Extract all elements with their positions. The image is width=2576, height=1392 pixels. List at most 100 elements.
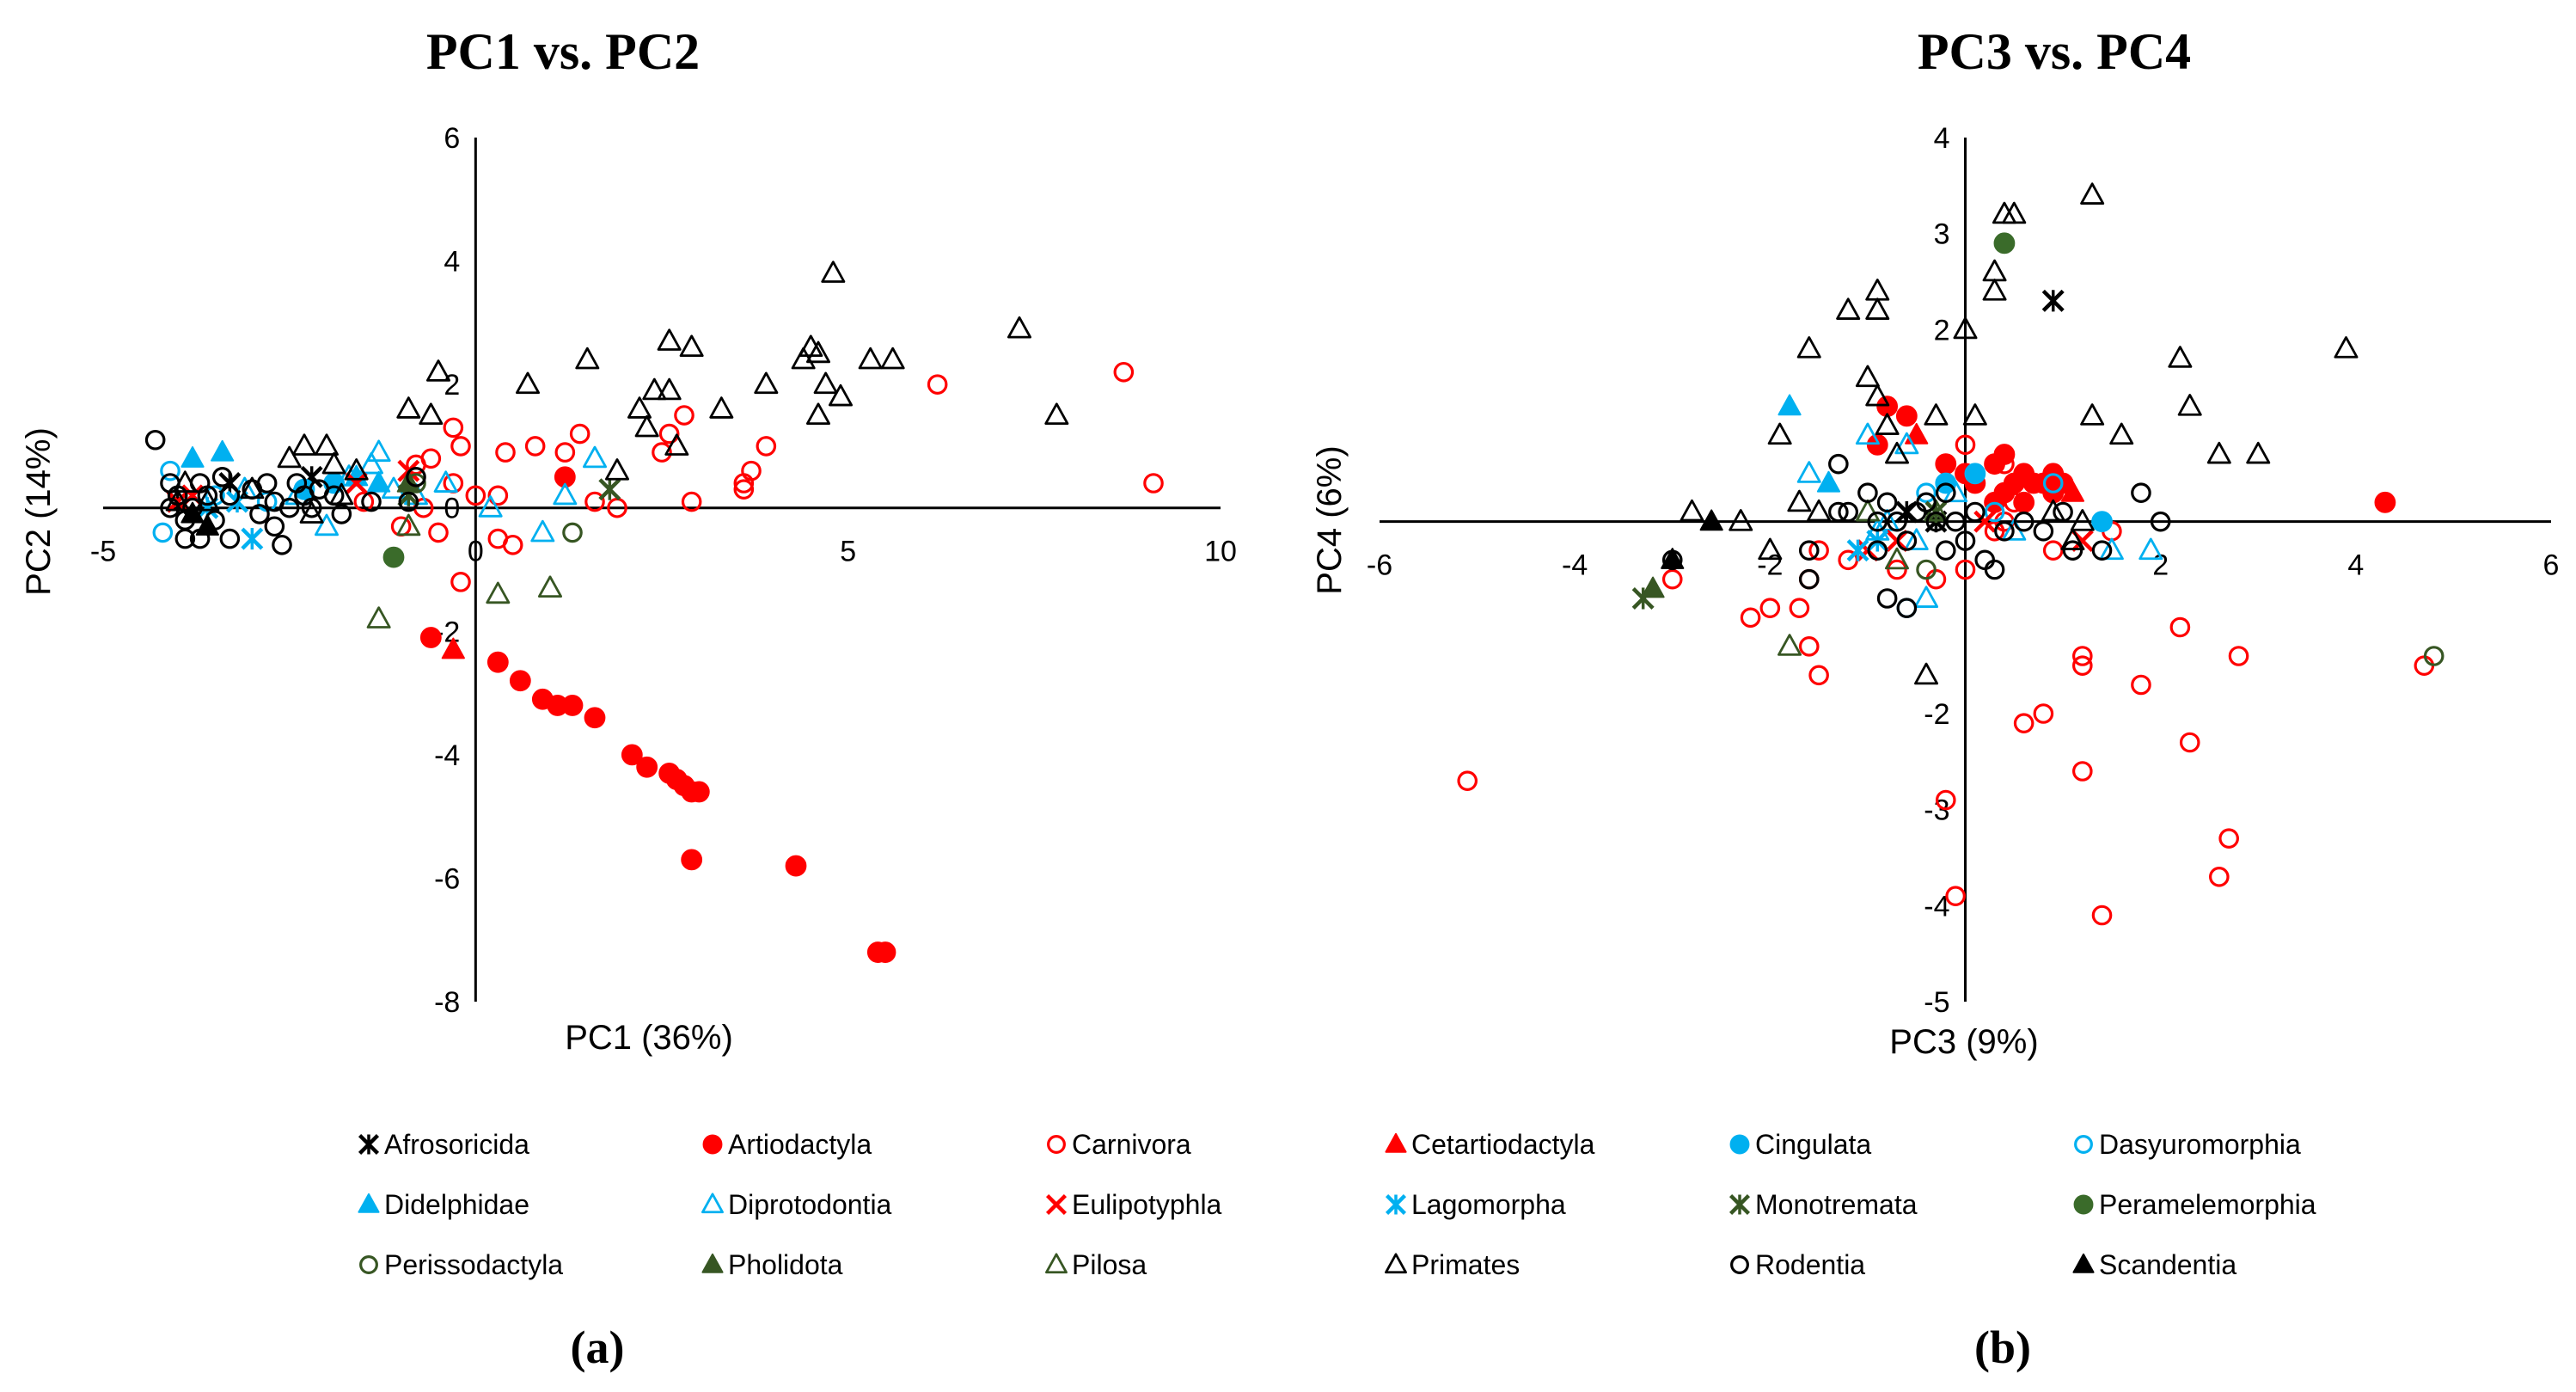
- point-primates: [291, 433, 317, 456]
- legend-item-carnivora: Carnivora: [1047, 1129, 1191, 1160]
- point-primates: [1914, 662, 1939, 685]
- point-primates: [2080, 403, 2105, 426]
- point-carnivora: [652, 442, 672, 463]
- point-rodentia: [1867, 540, 1888, 561]
- point-primates: [1680, 499, 1704, 522]
- legend-item-peramelemorphia: Peramelemorphia: [2073, 1189, 2316, 1220]
- point-scandentia: [1699, 509, 1723, 531]
- point-primates: [1836, 297, 1861, 320]
- legend-item-lagomorpha: Lagomorpha: [1385, 1189, 1566, 1220]
- point-rodentia: [160, 497, 181, 518]
- legend-item-diprotodontia: Diprotodontia: [701, 1189, 892, 1220]
- legend-marker-pholidota: [701, 1253, 724, 1273]
- point-primates: [829, 383, 853, 407]
- y-tick-label: -6: [434, 862, 460, 895]
- legend-label: Primates: [1411, 1249, 1520, 1280]
- x-tick-label: 5: [840, 536, 856, 568]
- point-diprotodontia: [336, 464, 362, 487]
- point-carnivora: [2033, 703, 2054, 724]
- point-perissodactyla: [562, 522, 583, 543]
- point-artiodactyla: [681, 849, 703, 871]
- point-pilosa: [1778, 634, 1802, 656]
- point-pilosa: [486, 581, 511, 604]
- point-diprotodontia: [366, 439, 391, 463]
- legend-item-rodentia: Rodentia: [1730, 1249, 1865, 1280]
- point-carnivora: [674, 405, 694, 426]
- legend-item-pilosa: Pilosa: [1045, 1249, 1147, 1280]
- point-pholidota: [1641, 576, 1665, 598]
- point-pilosa: [366, 606, 391, 629]
- legend-label: Cetartiodactyla: [1411, 1129, 1595, 1160]
- point-didelphidae: [1816, 470, 1841, 493]
- legend-label: Lagomorpha: [1411, 1189, 1566, 1220]
- point-primates: [2080, 182, 2105, 205]
- point-primates: [1865, 297, 1890, 320]
- point-carnivora: [495, 442, 516, 463]
- point-primates: [314, 433, 340, 456]
- point-pilosa: [1884, 547, 1909, 570]
- point-rodentia: [1906, 501, 1927, 523]
- point-carnivora: [443, 417, 464, 438]
- point-carnivora: [1955, 559, 1976, 580]
- point-carnivora: [733, 479, 755, 500]
- y-tick-label: 3: [1934, 218, 1950, 251]
- point-primates: [575, 346, 600, 370]
- point-artiodactyla: [1935, 453, 1957, 475]
- point-rodentia: [1994, 521, 2015, 542]
- point-carnivora: [2013, 713, 2034, 733]
- point-rodentia: [1876, 588, 1898, 609]
- legend-label: Carnivora: [1072, 1129, 1191, 1160]
- legend-item-scandentia: Scandentia: [2072, 1249, 2236, 1280]
- point-primates: [1796, 336, 1821, 359]
- point-artiodactyla: [509, 670, 531, 692]
- point-dasyuromorphia: [1984, 501, 2005, 523]
- point-primates: [709, 396, 734, 419]
- legend-item-eulipotyphla: Eulipotyphla: [1045, 1189, 1222, 1220]
- point-carnivora: [2169, 616, 2191, 638]
- point-eulipotyphla: [345, 472, 368, 494]
- point-carnivora: [733, 473, 755, 494]
- point-primates: [1962, 403, 1987, 426]
- panel-b-ylabel: PC4 (6%): [1311, 445, 1349, 594]
- y-tick-label: 2: [1934, 314, 1950, 346]
- x-tick-label: 10: [1204, 536, 1237, 568]
- legend-label: Dasyuromorphia: [2099, 1129, 2301, 1160]
- x-tick-label: -6: [1367, 549, 1392, 582]
- point-rodentia: [1916, 492, 1937, 513]
- legend-label: Afrosoricida: [384, 1129, 529, 1160]
- point-primates: [2334, 336, 2359, 359]
- point-carnivora: [2072, 761, 2093, 782]
- point-carnivora: [584, 491, 605, 512]
- point-artiodactyla: [636, 756, 658, 778]
- point-rodentia: [1984, 559, 2005, 580]
- point-rodentia: [264, 516, 285, 537]
- point-carnivora: [450, 436, 471, 457]
- legend-item-afrosoricida: Afrosoricida: [358, 1129, 529, 1160]
- legend-label: Didelphidae: [384, 1189, 529, 1220]
- point-carnivora: [569, 423, 590, 445]
- point-rodentia: [1798, 540, 1820, 561]
- y-tick-label: -5: [1924, 986, 1949, 1019]
- point-perissodactyla: [1916, 559, 1937, 580]
- point-rodentia: [219, 485, 241, 506]
- point-primates: [806, 402, 830, 426]
- point-primates: [1767, 422, 1792, 445]
- point-artiodactyla: [554, 466, 576, 488]
- point-scandentia: [181, 501, 205, 524]
- panel-b-axes: [1380, 138, 2551, 1002]
- point-scandentia: [195, 514, 219, 536]
- legend-item-pholidota: Pholidota: [701, 1249, 843, 1280]
- point-rodentia: [2091, 540, 2113, 561]
- point-rodentia: [1935, 482, 1956, 503]
- point-artiodactyla: [2374, 491, 2396, 513]
- point-rodentia: [1955, 530, 1976, 551]
- point-rodentia: [406, 467, 426, 488]
- point-carnivora: [1808, 665, 1829, 686]
- legend-label: Cingulata: [1755, 1129, 1871, 1160]
- point-artiodactyla: [874, 941, 896, 963]
- point-pilosa: [396, 513, 421, 537]
- x-tick-label: -4: [1562, 549, 1588, 582]
- y-tick-label: -4: [434, 739, 460, 772]
- point-carnivora: [1925, 568, 1947, 590]
